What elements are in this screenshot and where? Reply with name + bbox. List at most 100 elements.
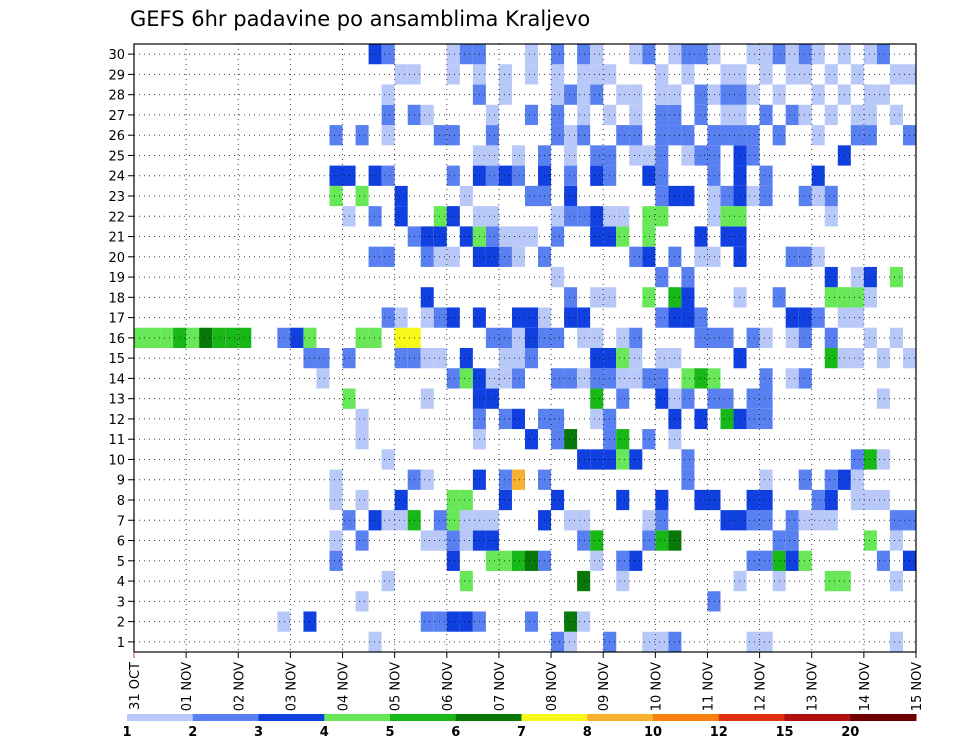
y-tick-label: 12 bbox=[108, 413, 125, 428]
heatmap-cell bbox=[746, 185, 760, 207]
heatmap-cell bbox=[707, 327, 721, 348]
heatmap-cell bbox=[329, 185, 343, 207]
x-tick-label: 08 NOV bbox=[545, 662, 560, 711]
heatmap-cell bbox=[525, 226, 539, 247]
heatmap-cell bbox=[577, 84, 591, 105]
heatmap-cell bbox=[329, 469, 343, 490]
heatmap-cell bbox=[798, 246, 812, 267]
heatmap-cell bbox=[564, 368, 578, 389]
heatmap-cell bbox=[485, 125, 499, 146]
x-tick-label: 07 NOV bbox=[493, 662, 508, 711]
heatmap-cell bbox=[707, 44, 721, 65]
y-tick-label: 18 bbox=[108, 291, 125, 306]
heatmap-cell bbox=[863, 104, 877, 126]
heatmap-cell bbox=[863, 489, 877, 511]
heatmap-cell bbox=[707, 206, 721, 227]
heatmap-cell bbox=[824, 570, 838, 592]
heatmap-cell bbox=[446, 206, 460, 227]
heatmap-cell bbox=[433, 307, 447, 328]
heatmap-cell bbox=[186, 327, 200, 348]
heatmap-cell bbox=[551, 104, 565, 126]
heatmap-cell bbox=[876, 84, 890, 105]
heatmap-cell bbox=[511, 307, 525, 328]
heatmap-cell bbox=[433, 510, 447, 531]
heatmap-cell bbox=[147, 327, 161, 348]
x-tick-label: 31 OCT bbox=[128, 662, 143, 710]
heatmap-cell bbox=[746, 631, 760, 652]
colorbar-swatch bbox=[718, 714, 785, 721]
heatmap-cell bbox=[642, 287, 656, 308]
y-tick-label: 22 bbox=[108, 210, 125, 225]
heatmap-cell bbox=[707, 591, 721, 612]
heatmap-cell bbox=[511, 368, 525, 389]
heatmap-cell bbox=[616, 84, 630, 105]
heatmap-cell bbox=[459, 611, 473, 632]
heatmap-cell bbox=[446, 246, 460, 267]
heatmap-cell bbox=[681, 266, 695, 288]
heatmap-cell bbox=[863, 125, 877, 146]
heatmap-cell bbox=[811, 307, 825, 328]
heatmap-cell bbox=[811, 510, 825, 531]
heatmap-cell bbox=[564, 287, 578, 308]
heatmap-cell bbox=[876, 449, 890, 470]
heatmap-cell bbox=[485, 145, 499, 166]
heatmap-cell bbox=[655, 185, 669, 207]
heatmap-cell bbox=[759, 510, 773, 531]
heatmap-cell bbox=[720, 388, 734, 409]
y-tick-label: 6 bbox=[117, 535, 125, 550]
heatmap-cell bbox=[511, 348, 525, 369]
heatmap-cell bbox=[863, 266, 877, 288]
heatmap-cell bbox=[733, 510, 747, 531]
heatmap-cell bbox=[785, 510, 799, 531]
heatmap-cell bbox=[525, 348, 539, 369]
heatmap-cell bbox=[590, 64, 604, 85]
y-tick-label: 17 bbox=[108, 312, 125, 327]
heatmap-cell bbox=[642, 429, 656, 450]
heatmap-cell bbox=[329, 125, 343, 146]
heatmap-cell bbox=[824, 104, 838, 126]
heatmap-cell bbox=[694, 246, 708, 267]
heatmap-cell bbox=[459, 570, 473, 592]
heatmap-cell bbox=[629, 327, 643, 348]
heatmap-cell bbox=[577, 570, 591, 592]
heatmap-cell bbox=[525, 550, 539, 571]
heatmap-cell bbox=[746, 510, 760, 531]
heatmap-cell bbox=[459, 530, 473, 551]
heatmap-cell bbox=[811, 44, 825, 65]
heatmap-cell bbox=[707, 489, 721, 511]
heatmap-cell bbox=[759, 388, 773, 409]
heatmap-cell bbox=[824, 266, 838, 288]
heatmap-cell bbox=[642, 145, 656, 166]
colorbar-label: 1 bbox=[122, 725, 131, 740]
heatmap-cell bbox=[420, 287, 434, 308]
heatmap-cell bbox=[746, 44, 760, 65]
heatmap-cell bbox=[498, 327, 512, 348]
heatmap-cell bbox=[655, 266, 669, 288]
heatmap-cell bbox=[498, 348, 512, 369]
heatmap-cell bbox=[446, 611, 460, 632]
x-tick-label: 15 NOV bbox=[910, 662, 925, 711]
heatmap-cell bbox=[850, 469, 864, 490]
heatmap-cell bbox=[577, 206, 591, 227]
heatmap-cell bbox=[433, 611, 447, 632]
heatmap-cell bbox=[733, 104, 747, 126]
heatmap-cell bbox=[564, 145, 578, 166]
heatmap-cell bbox=[577, 44, 591, 65]
colorbar-swatch bbox=[192, 714, 259, 721]
heatmap-cell bbox=[420, 307, 434, 328]
heatmap-cell bbox=[525, 429, 539, 450]
heatmap-cell bbox=[577, 64, 591, 85]
heatmap-cell bbox=[368, 44, 382, 65]
heatmap-cell bbox=[889, 530, 903, 551]
heatmap-cell bbox=[381, 570, 395, 592]
heatmap-cell bbox=[642, 631, 656, 652]
heatmap-cell bbox=[551, 226, 565, 247]
heatmap-cell bbox=[459, 368, 473, 389]
heatmap-cell bbox=[485, 206, 499, 227]
heatmap-cell bbox=[681, 44, 695, 65]
heatmap-cell bbox=[694, 44, 708, 65]
heatmap-cell bbox=[511, 469, 525, 490]
heatmap-cell bbox=[577, 307, 591, 328]
heatmap-cell bbox=[746, 550, 760, 571]
heatmap-cell bbox=[446, 44, 460, 65]
